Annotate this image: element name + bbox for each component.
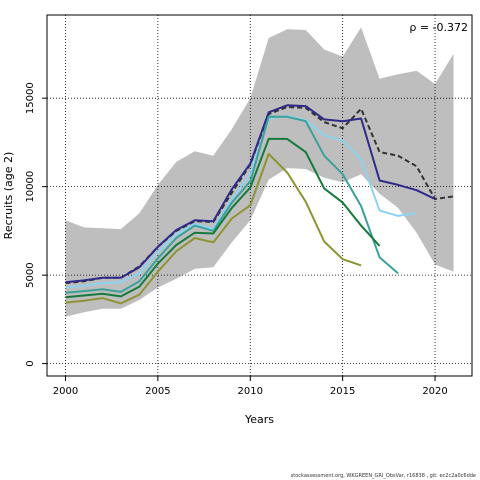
series-line — [65, 137, 381, 299]
x-tick-label: 2000 — [53, 386, 78, 397]
confidence-band — [65, 27, 454, 317]
series-line — [65, 114, 417, 289]
x-tick-label: 2020 — [422, 386, 447, 397]
series-line — [65, 104, 436, 284]
y-tick-label: 5000 — [25, 262, 36, 287]
x-tick-label: 2005 — [145, 386, 170, 397]
x-tick-label: 2010 — [238, 386, 263, 397]
series-layer — [65, 104, 454, 305]
plot-frame — [46, 14, 473, 377]
y-tick-label: 15000 — [25, 82, 36, 114]
y-tick-label: 0 — [25, 360, 36, 366]
confidence-band-layer — [65, 27, 454, 317]
y-axis-label: Recruits (age 2) — [2, 152, 15, 240]
x-tick-label: 2015 — [330, 386, 355, 397]
footer-credit: stockassessment.org, WKGREEN_GRI_ObsVar,… — [290, 473, 476, 479]
series-line — [65, 115, 399, 294]
series-line — [65, 152, 362, 305]
y-tick-label: 10000 — [25, 171, 36, 203]
axis-layer: 2000 2005 2010 2015 2020 0 5000 10000 15000 — [25, 82, 448, 397]
x-axis-label: Years — [244, 413, 274, 426]
rho-annotation: ρ = -0.372 — [409, 21, 468, 34]
